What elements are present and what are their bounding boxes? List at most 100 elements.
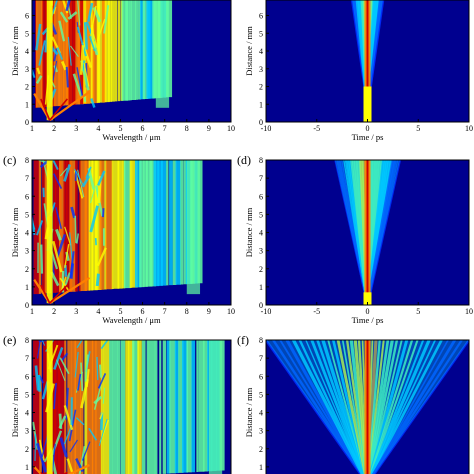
temporal-ray [370, 340, 431, 474]
y-tick-label: 4 [25, 409, 29, 418]
spectral-streak [55, 233, 67, 259]
spectral-streak [56, 47, 64, 60]
spectral-streak [74, 168, 84, 186]
x-tick-label: 5 [118, 307, 122, 316]
input-pulse [363, 292, 372, 305]
y-tick-label: 4 [25, 229, 29, 238]
y-tick-label: 1 [259, 100, 263, 109]
spectral-band [108, 0, 113, 102]
x-tick-label: 9 [207, 307, 211, 316]
spectral-streak [53, 382, 57, 410]
spectral-streak [64, 272, 71, 286]
spectral-streak [59, 357, 70, 375]
spectral-streak [88, 35, 96, 52]
spectral-streak [96, 18, 106, 42]
pump-line [46, 0, 53, 121]
y-tick-label: 3 [25, 247, 29, 256]
spectral-band [148, 340, 156, 474]
x-tick-label: 1 [30, 124, 34, 133]
spectral-streak [74, 351, 79, 378]
x-tick-label: -5 [313, 124, 320, 133]
y-tick-label: 2 [25, 83, 29, 92]
spectral-streak [100, 340, 109, 350]
spectral-band [169, 340, 176, 474]
spectral-streak [36, 340, 41, 359]
spectral-streak [52, 60, 58, 81]
y-tick-label: 2 [259, 83, 263, 92]
panel-label: (d) [237, 153, 251, 167]
spectral-band [139, 160, 145, 288]
spectral-streak [58, 415, 67, 429]
spectral-streak [59, 277, 69, 291]
y-tick-label: 0 [259, 301, 263, 310]
x-tick-label: 10 [465, 307, 473, 316]
y-tick-label: 5 [259, 210, 263, 219]
x-tick-label: -10 [261, 307, 272, 316]
y-axis-label: Distance / mm [10, 207, 20, 257]
y-tick-label: 0 [25, 301, 29, 310]
x-tick-label: -10 [261, 124, 272, 133]
spectral-streak [52, 160, 59, 171]
onset-core [40, 284, 68, 304]
spectral-streak [90, 188, 96, 204]
spectral-band [203, 340, 209, 472]
temporal-ray [272, 340, 363, 474]
spectral-streak [63, 164, 72, 182]
y-tick-label: 8 [25, 156, 29, 165]
panel-6: 1 2 3 4 5 6 7 8 Distance / mm (f) [237, 333, 470, 474]
spectral-band [100, 340, 105, 474]
y-tick-label: 2 [259, 265, 263, 274]
spectral-band [160, 160, 167, 286]
spectral-streak [79, 45, 85, 75]
y-tick-label: 1 [25, 463, 29, 472]
spectral-edge [208, 340, 223, 474]
y-tick-label: 7 [25, 354, 29, 363]
spectral-streak [75, 417, 85, 426]
spectral-band [75, 160, 78, 292]
heatmap [266, 340, 469, 474]
spectral-streak [76, 67, 84, 97]
spectral-streak [53, 65, 59, 73]
spectral-band [105, 160, 113, 290]
spectral-band [166, 160, 169, 286]
input-pulse [363, 86, 372, 122]
heatmap [32, 160, 231, 305]
spectral-streak [98, 418, 108, 447]
onset-v [33, 464, 90, 474]
spectral-edge [186, 160, 201, 295]
y-axis-label: Distance / mm [10, 26, 20, 76]
panel-label: (c) [3, 153, 16, 167]
x-axis-label: Wavelength / μm [102, 132, 161, 142]
y-tick-label: 1 [259, 463, 263, 472]
x-tick-label: 3 [74, 124, 78, 133]
x-tick-label: 0 [366, 124, 370, 133]
spectral-streak [41, 340, 46, 346]
y-tick-label: 3 [259, 427, 263, 436]
x-axis-label: Wavelength / μm [102, 315, 161, 325]
spectral-band [198, 340, 205, 472]
spectral-streak [83, 22, 89, 50]
spectral-band [146, 340, 150, 474]
spectral-streak [68, 409, 77, 442]
y-tick-label: 5 [25, 29, 29, 38]
spectral-streak [32, 212, 36, 236]
x-tick-label: 7 [163, 124, 167, 133]
spectral-streak [55, 207, 63, 229]
spectral-streak [70, 206, 76, 219]
spectral-streak [80, 362, 84, 392]
y-tick-label: 6 [259, 12, 263, 21]
spectral-band [131, 0, 137, 100]
x-tick-label: 7 [163, 307, 167, 316]
y-tick-label: 3 [259, 247, 263, 256]
spectral-band [196, 340, 199, 472]
spectral-streak [90, 98, 96, 108]
spectral-streak [51, 443, 56, 473]
heatmap [32, 340, 231, 474]
pulse-peak [366, 0, 369, 122]
spectral-streak [76, 26, 87, 57]
x-tick-label: 9 [207, 124, 211, 133]
spectral-band [111, 0, 115, 102]
spectral-band [135, 0, 139, 100]
y-tick-label: 7 [25, 174, 29, 183]
spectral-band [154, 340, 158, 474]
